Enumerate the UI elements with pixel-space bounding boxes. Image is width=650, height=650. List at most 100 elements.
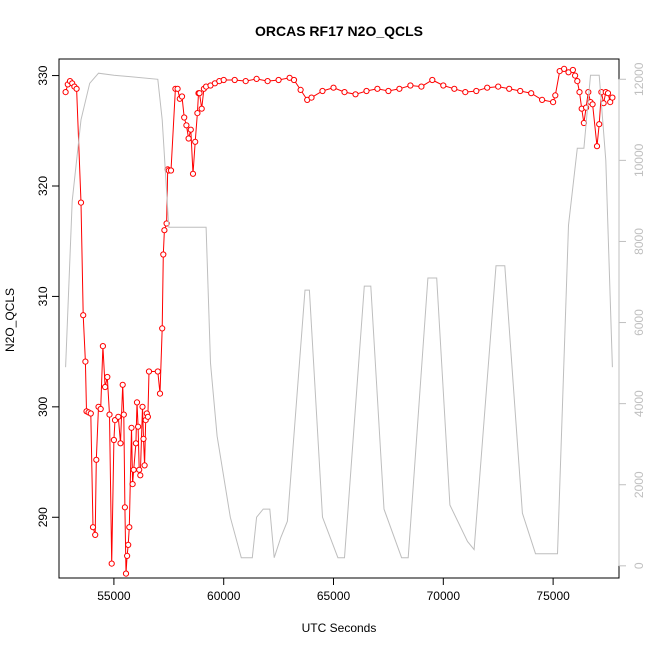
n2o-data-point: [374, 85, 381, 92]
n2o-data-point: [275, 76, 282, 84]
n2o-data-point: [440, 82, 447, 89]
n2o-data-point: [82, 358, 89, 365]
n2o-data-point: [97, 405, 104, 413]
n2o-data-point: [139, 403, 146, 410]
y2-tick-label: 0: [632, 562, 646, 569]
n2o-data-point: [154, 368, 161, 375]
n2o-data-point: [156, 390, 164, 397]
n2o-data-point: [451, 85, 458, 92]
altitude-series-line: [65, 72, 613, 559]
n2o-data-point: [115, 413, 122, 420]
n2o-data-point: [167, 167, 175, 174]
n2o-data-point: [87, 410, 94, 417]
x-tick-label: 65000: [317, 589, 351, 603]
n2o-data-point: [141, 462, 148, 469]
n2o-data-point: [198, 105, 205, 112]
n2o-data-point: [93, 456, 100, 463]
n2o-data-point: [363, 87, 370, 95]
n2o-data-point: [506, 85, 513, 92]
n2o-data-point: [183, 122, 190, 129]
n2o-data-point: [133, 399, 141, 406]
y-tick-label: 290: [36, 507, 50, 527]
y-tick-label: 300: [36, 397, 50, 417]
n2o-data-point: [495, 83, 502, 90]
n2o-data-point: [462, 89, 469, 96]
n2o-data-point: [385, 87, 392, 95]
y2-tick-label: 4000: [632, 390, 646, 417]
n2o-data-point: [178, 93, 186, 100]
n2o-data-point: [473, 87, 480, 95]
n2o-data-point: [122, 570, 130, 577]
y-tick-label: 330: [36, 65, 50, 85]
n2o-data-point: [104, 373, 111, 381]
x-tick-label: 60000: [207, 589, 241, 603]
n2o-data-point: [128, 424, 135, 431]
n2o-data-point: [539, 96, 546, 104]
n2o-data-point: [396, 85, 403, 92]
n2o-data-point: [596, 121, 603, 128]
n2o-data-point: [561, 65, 568, 73]
n2o-data-point: [181, 114, 188, 121]
n2o-data-point: [185, 135, 192, 142]
n2o-series-line: [65, 68, 613, 574]
n2o-data-point: [102, 383, 109, 391]
n2o-data-point: [552, 92, 559, 99]
x-axis-label: UTC Seconds: [302, 621, 377, 635]
n2o-data-point: [220, 76, 227, 84]
y2-tick-label: 6000: [632, 309, 646, 336]
n2o-data-point: [352, 91, 359, 98]
marks-layer: [62, 65, 616, 577]
n2o-data-point: [120, 411, 127, 418]
n2o-data-point: [129, 481, 136, 488]
y-tick-label: 310: [36, 286, 50, 306]
n2o-data-point: [572, 72, 579, 79]
n2o-data-point: [135, 423, 142, 430]
n2o-data-point: [92, 531, 99, 539]
n2o-data-point: [609, 94, 616, 101]
y-axis-label: N2O_QCLS: [3, 288, 17, 352]
n2o-data-point: [574, 78, 581, 85]
n2o-data-point: [418, 83, 425, 90]
n2o-data-point: [160, 251, 167, 258]
n2o-data-point: [308, 94, 315, 101]
n2o-data-point: [319, 87, 326, 95]
n2o-data-point: [196, 90, 203, 97]
n2o-data-point: [108, 560, 115, 567]
n2o-data-point: [125, 541, 132, 549]
n2o-data-point: [290, 76, 298, 84]
n2o-data-point: [187, 126, 194, 133]
n2o-data-point: [89, 524, 97, 531]
n2o-data-point: [576, 89, 583, 96]
y2-tick-label: 12000: [632, 62, 646, 96]
n2o-data-point: [136, 466, 143, 473]
y2-tick-label: 10000: [632, 143, 646, 177]
y-tick-label: 320: [36, 176, 50, 196]
n2o-data-point: [429, 76, 436, 84]
n2o-data-point: [189, 170, 197, 177]
n2o-data-point: [140, 435, 147, 442]
n2o-data-point: [77, 199, 85, 206]
n2o-data-point: [132, 440, 139, 447]
n2o-data-point: [163, 220, 170, 227]
n2o-data-point: [192, 138, 199, 145]
n2o-data-point: [159, 325, 166, 332]
n2o-data-point: [119, 381, 126, 388]
x-tick-label: 55000: [97, 589, 131, 603]
x-tick-label: 75000: [536, 589, 570, 603]
n2o-data-point: [264, 78, 271, 85]
n2o-data-point: [517, 87, 524, 95]
n2o-data-point: [231, 76, 238, 84]
n2o-data-point: [194, 110, 201, 117]
n2o-data-point: [73, 85, 80, 92]
n2o-data-point: [110, 436, 118, 444]
n2o-data-point: [407, 82, 414, 89]
n2o-data-point: [341, 89, 348, 96]
y2-tick-label: 2000: [632, 471, 646, 498]
n2o-data-point: [106, 411, 113, 418]
n2o-data-point: [604, 90, 612, 97]
y2-tick-label: 8000: [632, 228, 646, 255]
n2o-data-point: [569, 66, 577, 74]
n2o-data-point: [80, 312, 87, 319]
